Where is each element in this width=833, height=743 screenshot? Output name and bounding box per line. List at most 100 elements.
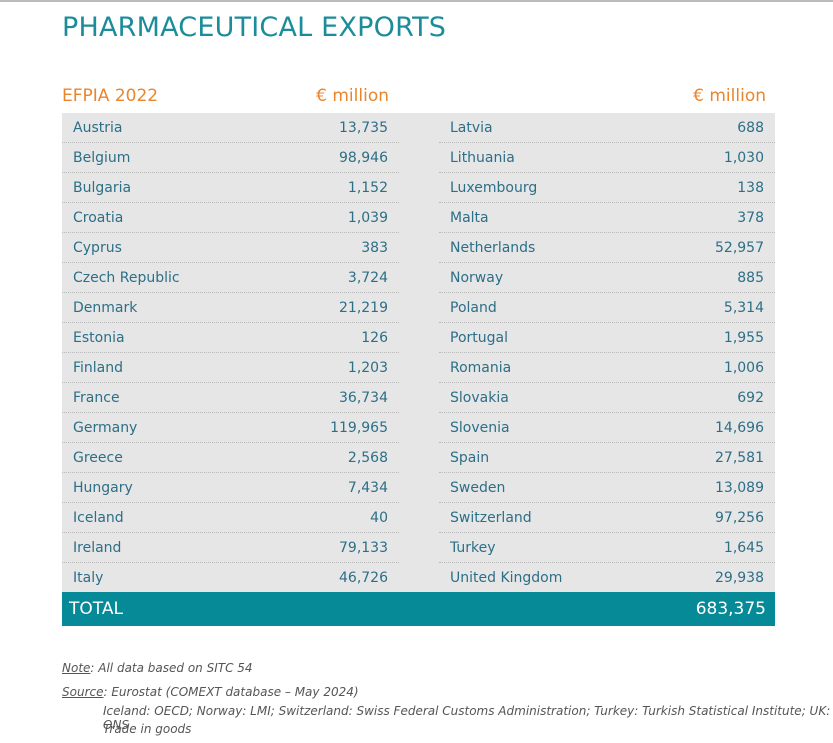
value: 40 [370, 510, 388, 526]
value: 885 [737, 270, 764, 286]
value: 29,938 [715, 570, 764, 586]
table-row: Netherlands 52,957 [439, 233, 775, 263]
value: 692 [737, 390, 764, 406]
title: PHARMACEUTICAL EXPORTS [62, 12, 447, 43]
country: Portugal [450, 330, 508, 346]
country: Belgium [73, 150, 131, 166]
country: Ireland [73, 540, 122, 556]
value: 13,735 [339, 120, 388, 136]
table-row: Spain 27,581 [439, 443, 775, 473]
value: 98,946 [339, 150, 388, 166]
value: 36,734 [339, 390, 388, 406]
value: 688 [737, 120, 764, 136]
value: 1,955 [723, 330, 764, 346]
table-row: Ireland 79,133 [62, 533, 399, 563]
value: 97,256 [715, 510, 764, 526]
table-label: EFPIA 2022 [62, 86, 159, 106]
country: Netherlands [450, 240, 536, 256]
value: 378 [737, 210, 764, 226]
value: 21,219 [339, 300, 388, 316]
country: Slovakia [450, 390, 509, 406]
total-row: TOTAL 683,375 [62, 592, 775, 626]
unit-header: € million [693, 86, 766, 106]
value: 79,133 [339, 540, 388, 556]
top-rule [0, 0, 833, 2]
value: 1,203 [347, 360, 388, 376]
value: 1,030 [723, 150, 764, 166]
table-row: Hungary 7,434 [62, 473, 399, 503]
table-row: Austria 13,735 [62, 113, 399, 143]
country: Slovenia [450, 420, 510, 436]
value: 1,039 [347, 210, 388, 226]
source-detail: Trade in goods [103, 722, 192, 736]
country: Austria [73, 120, 123, 136]
table-row: Luxembourg 138 [439, 173, 775, 203]
table-row: Greece 2,568 [62, 443, 399, 473]
table-row: Cyprus 383 [62, 233, 399, 263]
table-row: Lithuania 1,030 [439, 143, 775, 173]
country: Luxembourg [450, 180, 538, 196]
source: Source: Eurostat (COMEXT database – May … [62, 685, 359, 699]
value: 383 [361, 240, 388, 256]
table-row: Switzerland 97,256 [439, 503, 775, 533]
country: Iceland [73, 510, 124, 526]
note-label: Note [62, 661, 91, 675]
country: Bulgaria [73, 180, 132, 196]
country: Sweden [450, 480, 506, 496]
country: Greece [73, 450, 123, 466]
country: France [73, 390, 120, 406]
table-row: Italy 46,726 [62, 563, 399, 593]
table-row: Latvia 688 [439, 113, 775, 143]
source-text: : Eurostat (COMEXT database – May 2024) [103, 685, 359, 699]
country: United Kingdom [450, 570, 563, 586]
value: 3,724 [347, 270, 388, 286]
country: Cyprus [73, 240, 122, 256]
value: 2,568 [347, 450, 388, 466]
table-row: Belgium 98,946 [62, 143, 399, 173]
country: Romania [450, 360, 512, 376]
note-text: : All data based on SITC 54 [90, 661, 253, 675]
table-row: Romania 1,006 [439, 353, 775, 383]
country: Germany [73, 420, 138, 436]
value: 126 [361, 330, 388, 346]
table-row: Turkey 1,645 [439, 533, 775, 563]
value: 1,152 [347, 180, 388, 196]
table-row: United Kingdom 29,938 [439, 563, 775, 593]
table-row: Sweden 13,089 [439, 473, 775, 503]
country: Estonia [73, 330, 125, 346]
country: Denmark [73, 300, 138, 316]
value: 46,726 [339, 570, 388, 586]
value: 1,645 [723, 540, 764, 556]
country: Finland [73, 360, 124, 376]
value: 119,965 [330, 420, 388, 436]
country: Italy [73, 570, 104, 586]
value: 1,006 [723, 360, 764, 376]
country: Latvia [450, 120, 493, 136]
table-row: Czech Republic 3,724 [62, 263, 399, 293]
unit-header: € million [316, 86, 389, 106]
table-row: Portugal 1,955 [439, 323, 775, 353]
country: Czech Republic [73, 270, 180, 286]
table-row: Bulgaria 1,152 [62, 173, 399, 203]
table-row: Malta 378 [439, 203, 775, 233]
value: 5,314 [723, 300, 764, 316]
value: 7,434 [347, 480, 388, 496]
table-row: Croatia 1,039 [62, 203, 399, 233]
table-row: Estonia 126 [62, 323, 399, 353]
value: 138 [737, 180, 764, 196]
table-row: Poland 5,314 [439, 293, 775, 323]
table-row: Slovakia 692 [439, 383, 775, 413]
value: 13,089 [715, 480, 764, 496]
source-detail: Iceland: OECD; Norway: LMI; Switzerland:… [103, 704, 831, 732]
table-row: Norway 885 [439, 263, 775, 293]
country: Lithuania [450, 150, 515, 166]
table-row: France 36,734 [62, 383, 399, 413]
source-label: Source [62, 685, 104, 699]
country: Malta [450, 210, 489, 226]
country: Spain [450, 450, 490, 466]
total-label: TOTAL [69, 599, 123, 619]
note: Note: All data based on SITC 54 [62, 661, 253, 675]
table-row: Germany 119,965 [62, 413, 399, 443]
value: 52,957 [715, 240, 764, 256]
